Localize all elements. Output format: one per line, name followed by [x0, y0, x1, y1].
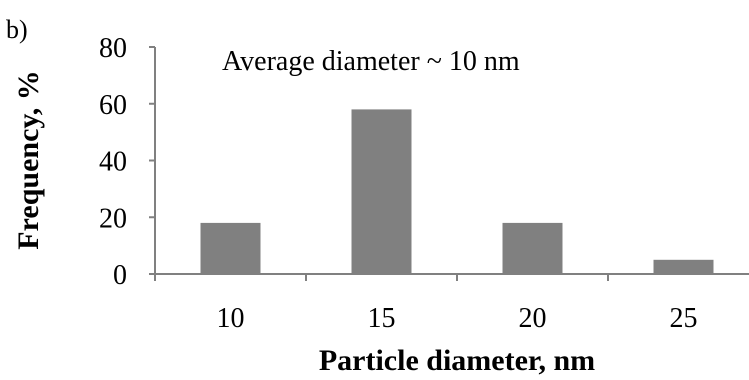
y-ticks-group: 0 20 40 60 80 [99, 33, 155, 291]
x-tick-label: 10 [217, 303, 245, 334]
y-tick-label: 80 [99, 33, 127, 64]
x-tick-label: 25 [670, 303, 698, 334]
bar-25 [653, 259, 714, 274]
x-ticks-group: 10 15 20 25 [154, 274, 698, 334]
x-tick-label: 20 [519, 303, 547, 334]
bars-group [200, 109, 714, 275]
panel-label: b) [6, 15, 28, 44]
x-tick-label: 15 [368, 303, 396, 334]
y-tick-label: 0 [113, 260, 127, 291]
y-axis-title: Frequency, % [12, 70, 45, 249]
bar-20 [502, 222, 563, 274]
y-tick-label: 20 [99, 203, 127, 234]
y-tick-label: 60 [99, 90, 127, 121]
chart-annotation: Average diameter ~ 10 nm [222, 46, 520, 77]
y-tick-label: 40 [99, 147, 127, 178]
bar-15 [351, 109, 412, 275]
bar-10 [200, 222, 261, 274]
x-axis-title: Particle diameter, nm [319, 344, 595, 377]
